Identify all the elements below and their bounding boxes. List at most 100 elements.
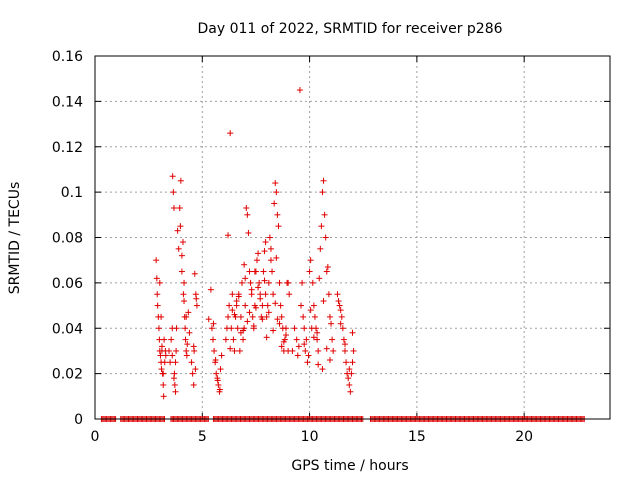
data-point bbox=[336, 302, 343, 309]
data-point bbox=[183, 347, 190, 354]
data-point bbox=[230, 336, 237, 343]
data-point bbox=[320, 298, 327, 305]
data-point bbox=[227, 345, 234, 352]
data-point bbox=[310, 302, 317, 309]
data-point bbox=[269, 268, 276, 275]
data-point bbox=[238, 279, 245, 286]
data-point bbox=[322, 234, 329, 241]
data-point bbox=[273, 189, 280, 196]
data-point bbox=[274, 211, 281, 218]
data-point bbox=[280, 338, 287, 345]
data-point bbox=[303, 336, 310, 343]
data-point bbox=[185, 309, 192, 316]
data-point bbox=[341, 341, 348, 348]
data-point bbox=[337, 320, 344, 327]
data-point bbox=[170, 375, 177, 382]
data-point bbox=[158, 313, 165, 320]
data-point bbox=[324, 263, 331, 270]
data-point bbox=[226, 302, 233, 309]
data-point bbox=[157, 352, 164, 359]
data-point bbox=[229, 291, 236, 298]
data-point bbox=[259, 302, 266, 309]
data-point bbox=[192, 366, 199, 373]
data-point bbox=[222, 336, 229, 343]
data-point bbox=[177, 177, 184, 184]
data-point bbox=[214, 377, 221, 384]
data-point bbox=[229, 307, 236, 314]
y-tick-label: 0.04 bbox=[52, 321, 83, 337]
data-point bbox=[294, 352, 301, 359]
data-point bbox=[227, 130, 234, 137]
data-point bbox=[263, 334, 270, 341]
data-point bbox=[156, 279, 163, 286]
data-point bbox=[231, 347, 238, 354]
data-point bbox=[329, 336, 336, 343]
data-point bbox=[211, 347, 218, 354]
data-point bbox=[319, 189, 326, 196]
data-point bbox=[261, 277, 268, 284]
data-point bbox=[265, 309, 272, 316]
data-point bbox=[296, 87, 303, 94]
data-point bbox=[167, 359, 174, 366]
data-point bbox=[225, 313, 232, 320]
data-point bbox=[270, 291, 277, 298]
data-point bbox=[314, 329, 321, 336]
data-point bbox=[190, 343, 197, 350]
data-point bbox=[170, 189, 177, 196]
data-point bbox=[240, 327, 247, 334]
x-tick-label: 0 bbox=[91, 429, 100, 445]
data-point bbox=[272, 300, 279, 307]
data-point bbox=[191, 270, 198, 277]
data-point bbox=[178, 268, 185, 275]
data-point bbox=[267, 245, 274, 252]
data-point bbox=[244, 211, 251, 218]
data-point bbox=[295, 343, 302, 350]
data-point bbox=[184, 341, 191, 348]
data-point bbox=[186, 329, 193, 336]
x-tick-label: 10 bbox=[301, 429, 319, 445]
data-point bbox=[273, 254, 280, 261]
data-point bbox=[276, 279, 283, 286]
data-point bbox=[330, 347, 337, 354]
y-tick-label: 0.08 bbox=[52, 231, 83, 247]
data-point bbox=[320, 177, 327, 184]
data-point bbox=[177, 223, 184, 230]
data-point bbox=[233, 298, 240, 305]
y-tick-label: 0.14 bbox=[52, 94, 83, 110]
data-point bbox=[346, 366, 353, 373]
data-point bbox=[188, 359, 195, 366]
data-point bbox=[205, 316, 212, 323]
data-point bbox=[276, 320, 283, 327]
data-point bbox=[247, 279, 254, 286]
data-point bbox=[265, 279, 272, 286]
x-tick-label: 5 bbox=[198, 429, 207, 445]
tick-labels: 0 5 10 15 20 0 0.02 0.04 0.06 0.08 0.1 0.12 0.14 0.16 bbox=[52, 49, 533, 445]
data-point bbox=[158, 366, 165, 373]
data-point bbox=[245, 229, 252, 236]
data-point bbox=[310, 334, 317, 341]
data-point bbox=[181, 279, 188, 286]
data-point bbox=[160, 381, 167, 388]
data-point bbox=[162, 352, 169, 359]
data-point bbox=[317, 245, 324, 252]
data-point bbox=[348, 370, 355, 377]
data-point bbox=[237, 313, 244, 320]
data-point bbox=[182, 325, 189, 332]
data-point bbox=[183, 313, 190, 320]
data-point bbox=[311, 313, 318, 320]
chart-title: Day 011 of 2022, SRMTID for receiver p28… bbox=[197, 21, 502, 37]
data-point bbox=[345, 375, 352, 382]
data-point bbox=[285, 279, 292, 286]
data-point bbox=[282, 332, 289, 339]
data-point bbox=[170, 205, 177, 212]
data-point bbox=[153, 257, 160, 264]
data-point bbox=[172, 359, 179, 366]
data-point bbox=[271, 200, 278, 207]
data-point bbox=[275, 223, 282, 230]
data-point bbox=[242, 275, 249, 282]
data-point bbox=[179, 239, 186, 246]
data-point bbox=[306, 268, 313, 275]
data-point bbox=[262, 239, 269, 246]
data-point bbox=[248, 286, 255, 293]
data-point bbox=[213, 370, 220, 377]
